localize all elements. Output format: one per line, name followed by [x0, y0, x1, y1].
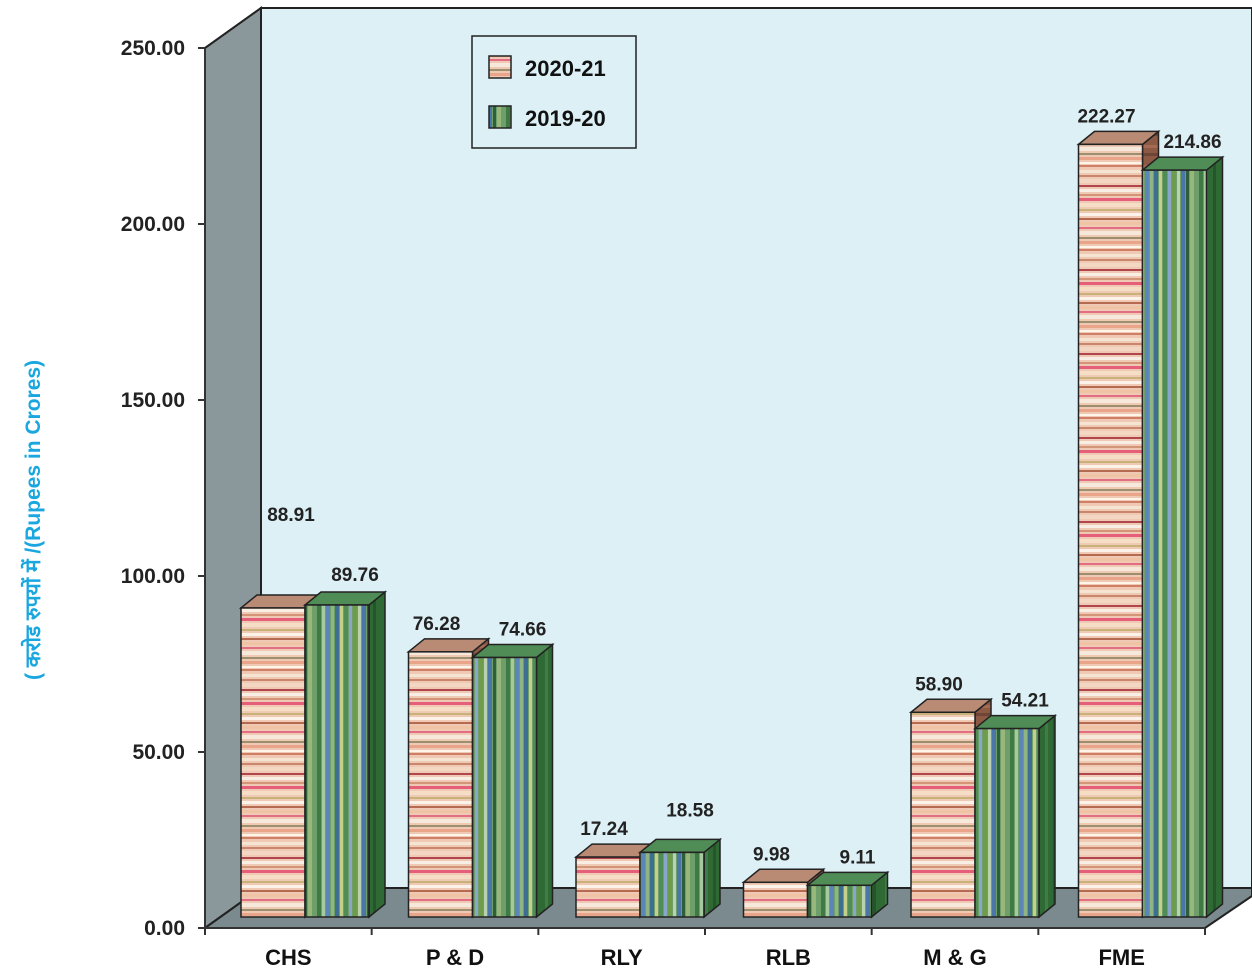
- data-label: 17.24: [580, 819, 628, 840]
- data-label: 9.11: [840, 847, 876, 868]
- y-tick-label: 0.00: [144, 917, 185, 940]
- data-label: 214.86: [1163, 132, 1221, 153]
- y-tick-label: 250.00: [121, 37, 185, 60]
- legend-swatch-2020-21: [488, 55, 512, 79]
- data-label: 54.21: [1001, 691, 1049, 712]
- x-tick-label: RLY: [601, 945, 643, 970]
- data-label: 89.76: [331, 565, 379, 586]
- bar-side-face: [1038, 713, 1056, 919]
- bar-front-face: [304, 604, 370, 918]
- y-axis-title: ( करोड रुपयों में /(Rupees in Crores): [20, 360, 45, 680]
- bar-front-face: [471, 656, 538, 918]
- bar-front-face: [639, 851, 705, 918]
- legend-box: [471, 35, 637, 149]
- x-tick-label: CHS: [265, 945, 311, 970]
- y-tick-label: 200.00: [121, 213, 185, 236]
- x-tick-label: M & G: [923, 945, 987, 970]
- legend: 2020-21 2019-20: [471, 35, 637, 149]
- bar-side-face: [368, 590, 386, 919]
- bar-2019-20: [637, 837, 723, 919]
- data-label: 9.98: [753, 844, 790, 865]
- bar-side-face: [535, 642, 554, 919]
- bar-front-face: [742, 881, 809, 918]
- legend-label-2019-20: 2019-20: [525, 106, 606, 131]
- data-label: 58.90: [915, 674, 963, 695]
- bar-front-face: [806, 884, 873, 918]
- data-label: 74.66: [499, 619, 547, 640]
- bar-front-face: [974, 727, 1040, 918]
- bar-2019-20: [1140, 155, 1225, 919]
- x-axis-ticks: CHS P & D RLY RLB M & G FME: [204, 928, 1206, 970]
- legend-label-2020-21: 2020-21: [525, 56, 606, 81]
- data-label: 88.91: [267, 505, 315, 526]
- bar-side-face: [1205, 155, 1224, 919]
- bar-front-face: [1141, 169, 1208, 918]
- legend-swatch-2019-20: [488, 105, 512, 129]
- data-label: 222.27: [1077, 106, 1135, 127]
- bar-front-face: [910, 711, 976, 918]
- bar-2019-20: [470, 642, 555, 919]
- bar-2019-20: [805, 870, 890, 919]
- bars: [238, 129, 1225, 919]
- x-tick-label: P & D: [426, 945, 484, 970]
- data-label: 18.58: [666, 800, 714, 821]
- bar-front-face: [240, 607, 306, 918]
- data-label: 76.28: [413, 614, 461, 635]
- bar-front-face: [575, 856, 641, 918]
- bar-front-face: [407, 651, 474, 918]
- y-axis-ticks: 0.00 50.00 100.00 150.00 200.00 250.00: [121, 37, 205, 940]
- y-tick-label: 150.00: [121, 389, 185, 412]
- data-labels: 88.91 89.76 76.28 74.66 17.24 18.58 9.98 9.11 58…: [267, 106, 1221, 868]
- y-tick-label: 100.00: [121, 565, 185, 588]
- x-tick-label: FME: [1098, 945, 1144, 970]
- x-tick-label: RLB: [766, 945, 811, 970]
- bar-2019-20: [302, 590, 388, 919]
- bar-2019-20: [972, 713, 1058, 919]
- y-tick-label: 50.00: [132, 741, 185, 764]
- bar-front-face: [1077, 143, 1144, 918]
